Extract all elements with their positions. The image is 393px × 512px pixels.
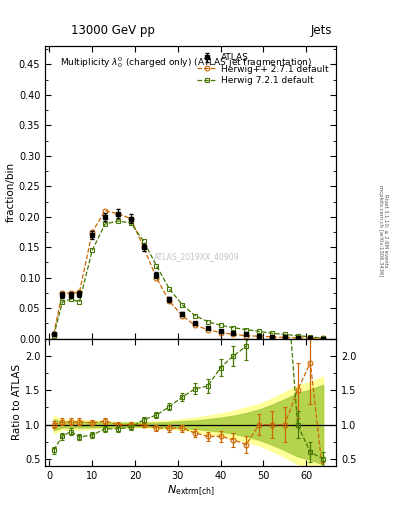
Herwig 7.2.1 default (68, 296, 73, 302)
Herwig++ 2.7.1 default (129, 216, 133, 222)
Legend: ATLAS, Herwig++ 2.7.1 default, Herwig 7.2.1 default: ATLAS, Herwig++ 2.7.1 default, Herwig 7.… (194, 51, 332, 88)
Text: 13000 GeV pp: 13000 GeV pp (71, 24, 154, 37)
Herwig++ 2.7.1 default (270, 334, 274, 340)
Line: Herwig++ 2.7.1 default: Herwig++ 2.7.1 default (51, 208, 326, 341)
Y-axis label: fraction/bin: fraction/bin (6, 162, 16, 222)
Herwig++ 2.7.1 default (308, 335, 313, 341)
Herwig 7.2.1 default (154, 263, 159, 269)
Herwig++ 2.7.1 default (103, 207, 107, 214)
Herwig 7.2.1 default (206, 318, 210, 325)
Herwig 7.2.1 default (308, 334, 313, 340)
Text: ATLAS_2019XX_40909: ATLAS_2019XX_40909 (154, 252, 239, 261)
Text: Multiplicity $\lambda_0^0$ (charged only) (ATLAS jet fragmentation): Multiplicity $\lambda_0^0$ (charged only… (60, 55, 312, 70)
Herwig++ 2.7.1 default (206, 327, 210, 333)
Herwig++ 2.7.1 default (141, 244, 146, 250)
Herwig++ 2.7.1 default (77, 289, 82, 295)
Herwig 7.2.1 default (270, 330, 274, 336)
Herwig++ 2.7.1 default (231, 331, 236, 337)
Herwig 7.2.1 default (51, 333, 56, 339)
Herwig++ 2.7.1 default (295, 335, 300, 341)
Herwig++ 2.7.1 default (193, 322, 197, 328)
Herwig 7.2.1 default (282, 331, 287, 337)
Herwig 7.2.1 default (257, 328, 261, 334)
Herwig 7.2.1 default (193, 312, 197, 318)
Herwig 7.2.1 default (167, 286, 172, 292)
Line: Herwig 7.2.1 default: Herwig 7.2.1 default (51, 219, 326, 340)
X-axis label: $N_{\mathrm{extrm[ch]}}$: $N_{\mathrm{extrm[ch]}}$ (167, 483, 215, 498)
Text: Rivet 3.1.10; ≥ 2.6M events
mcplots.cern.ch [arXiv:1306.3436]: Rivet 3.1.10; ≥ 2.6M events mcplots.cern… (378, 185, 389, 276)
Herwig++ 2.7.1 default (60, 290, 65, 296)
Herwig++ 2.7.1 default (154, 274, 159, 281)
Herwig 7.2.1 default (231, 325, 236, 331)
Herwig++ 2.7.1 default (244, 333, 248, 339)
Herwig++ 2.7.1 default (180, 312, 184, 318)
Herwig++ 2.7.1 default (218, 330, 223, 336)
Herwig++ 2.7.1 default (257, 333, 261, 339)
Herwig 7.2.1 default (218, 322, 223, 328)
Herwig 7.2.1 default (116, 218, 120, 224)
Herwig 7.2.1 default (60, 299, 65, 305)
Herwig 7.2.1 default (77, 299, 82, 305)
Herwig 7.2.1 default (103, 221, 107, 227)
Herwig++ 2.7.1 default (167, 298, 172, 304)
Herwig++ 2.7.1 default (90, 229, 95, 235)
Y-axis label: Ratio to ATLAS: Ratio to ATLAS (12, 364, 22, 440)
Herwig++ 2.7.1 default (116, 210, 120, 217)
Herwig 7.2.1 default (321, 335, 325, 341)
Text: Jets: Jets (310, 24, 332, 37)
Herwig++ 2.7.1 default (68, 290, 73, 296)
Herwig 7.2.1 default (141, 238, 146, 244)
Herwig++ 2.7.1 default (282, 334, 287, 340)
Herwig 7.2.1 default (180, 302, 184, 308)
Herwig 7.2.1 default (129, 220, 133, 226)
Herwig 7.2.1 default (90, 247, 95, 253)
Herwig 7.2.1 default (244, 327, 248, 333)
Herwig++ 2.7.1 default (51, 331, 56, 337)
Herwig 7.2.1 default (295, 333, 300, 339)
Herwig++ 2.7.1 default (321, 335, 325, 342)
